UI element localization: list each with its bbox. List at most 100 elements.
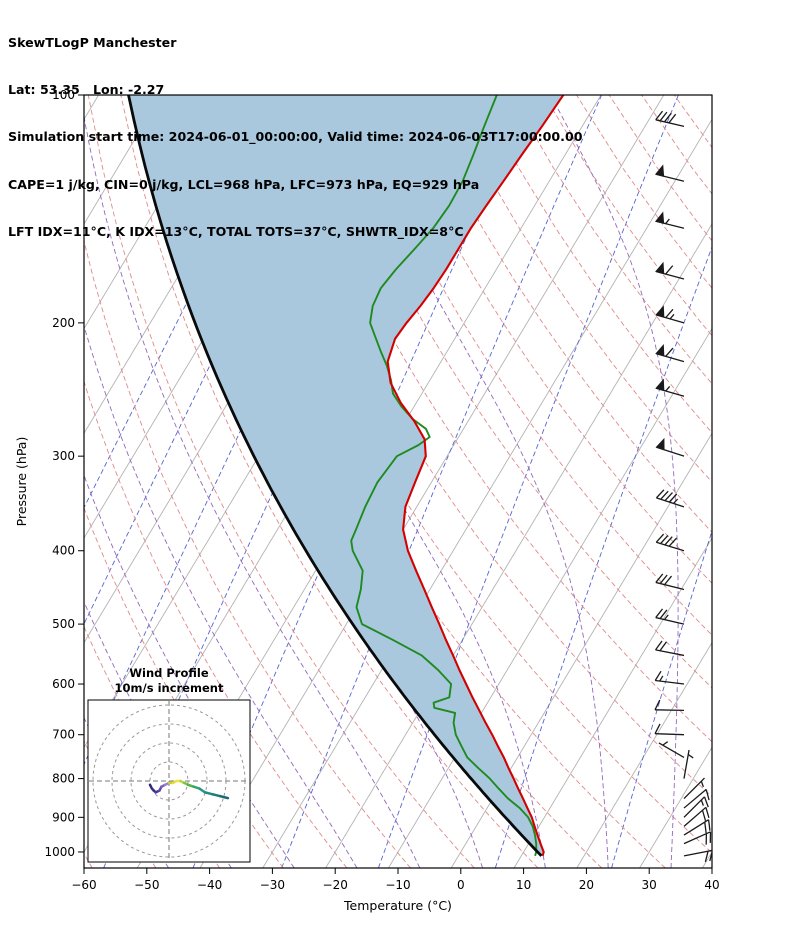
isotherm-line: [576, 641, 712, 868]
wind-barb: [654, 164, 685, 182]
wind-barb: [655, 573, 685, 591]
wind-barb: [655, 608, 685, 625]
isotherm-line: [199, 95, 665, 868]
wind-barb: [654, 723, 685, 736]
x-tick-label: 30: [642, 878, 657, 892]
x-tick-label: −20: [323, 878, 348, 892]
dry-adiabat-line: [84, 380, 348, 868]
dry-adiabat-line: [315, 95, 712, 689]
dry-adiabat-line: [641, 95, 712, 195]
x-tick-label: 0: [457, 878, 465, 892]
pressure-tick-label: 900: [52, 810, 75, 824]
hodograph-ring: [92, 704, 246, 858]
x-axis-title: Temperature (°C): [343, 898, 452, 913]
wind-barb: [654, 211, 685, 229]
chart-indices-1: CAPE=1 j/kg, CIN=0 j/kg, LCL=968 hPa, LF…: [8, 176, 480, 192]
wind-barb: [655, 533, 685, 552]
pressure-tick-label: 600: [52, 677, 75, 691]
dry-adiabat-line: [283, 95, 712, 743]
moist-adiabat-line: [84, 324, 358, 868]
x-tick-label: 10: [516, 878, 531, 892]
mixing-ratio-line: [281, 95, 603, 868]
wind-barb: [683, 777, 705, 799]
mixing-ratio-line: [84, 95, 402, 766]
mixing-ratio-line: [611, 529, 712, 868]
wind-barb: [683, 831, 712, 845]
dry-adiabat-line: [87, 95, 475, 868]
pressure-tick-label: 500: [52, 617, 75, 631]
dry-adiabat-line: [673, 95, 712, 149]
wind-barb: [655, 437, 685, 457]
pressure-tick-label: 100: [52, 88, 75, 102]
pressure-tick-label: 400: [52, 544, 75, 558]
wind-barb: [655, 378, 685, 397]
chart-header: SkewTLogP Manchester Lat: 53.35 Lon: -2.…: [8, 3, 582, 272]
chart-indices-2: LFT IDX=11°C, K IDX=13°C, TOTAL TOTS=37°…: [8, 224, 464, 240]
chart-times: Simulation start time: 2024-06-01_00:00:…: [8, 129, 583, 145]
pressure-tick-label: 300: [52, 449, 75, 463]
wind-barb: [655, 305, 685, 324]
x-tick-label: −10: [385, 878, 410, 892]
wind-barb-column: [654, 110, 712, 863]
moist-adiabat-line: [136, 95, 484, 868]
wind-barb: [683, 806, 710, 827]
wind-barb: [683, 796, 709, 818]
isotherm-line: [84, 95, 225, 330]
dry-adiabat-line: [413, 95, 712, 533]
pressure-tick-label: 700: [52, 728, 75, 742]
hodograph-ring: [111, 723, 227, 839]
x-tick-label: −60: [71, 878, 96, 892]
wind-barb: [683, 849, 712, 863]
cape-shading: [128, 95, 564, 856]
isotherm-line: [702, 851, 712, 868]
isotherm-line: [262, 118, 712, 868]
wind-barb: [683, 749, 694, 779]
x-tick-label: 40: [704, 878, 719, 892]
hodograph-trace-segment: [203, 791, 214, 796]
wind-barb: [655, 344, 685, 363]
wind-barb: [683, 819, 711, 836]
x-tick-label: 20: [579, 878, 594, 892]
moist-adiabat-line: [734, 95, 794, 868]
hodograph-trace-segment: [219, 794, 230, 800]
pressure-tick-label: 1000: [44, 845, 75, 859]
wind-barb: [655, 489, 685, 508]
dewpoint-curve: [350, 95, 538, 857]
chart-title: SkewTLogP Manchester: [8, 34, 177, 50]
moist-adiabat-line: [550, 95, 679, 868]
hodograph-subtitle: 10m/s increment: [115, 681, 224, 695]
y-axis-title: Pressure (hPa): [14, 437, 29, 527]
dry-adiabat-line: [380, 95, 712, 584]
parcel-curve: [127, 95, 543, 857]
wind-barb: [655, 261, 685, 280]
hodograph-trace-segment: [211, 793, 222, 798]
x-tick-label: −50: [134, 878, 159, 892]
dry-adiabat-line: [84, 239, 411, 868]
dry-adiabat-line: [348, 95, 712, 636]
pressure-tick-label: 800: [52, 772, 75, 786]
isotherm-line: [450, 432, 712, 868]
wind-barb: [658, 741, 685, 758]
chart-location: Lat: 53.35 Lon: -2.27: [8, 81, 165, 97]
hodograph-ring: [130, 742, 208, 820]
moist-adiabat-line: [84, 113, 421, 868]
wind-barb: [654, 670, 685, 685]
temperature-curve: [386, 95, 565, 857]
hodograph-title: Wind Profile: [129, 666, 209, 680]
mixing-ratio-line: [84, 95, 344, 625]
wind-barb: [655, 110, 685, 127]
x-tick-label: −40: [197, 878, 222, 892]
hodograph-ring: [149, 761, 189, 801]
wind-barb: [683, 788, 710, 809]
pressure-tick-label: 200: [52, 316, 75, 330]
dry-adiabat-line: [576, 95, 712, 289]
isotherm-line: [325, 223, 712, 868]
dry-adiabat-line: [120, 95, 539, 868]
dry-adiabat-line: [608, 95, 712, 242]
isotherm-line: [513, 537, 712, 868]
moist-adiabat-line: [339, 95, 609, 868]
isotherm-line: [639, 746, 712, 868]
